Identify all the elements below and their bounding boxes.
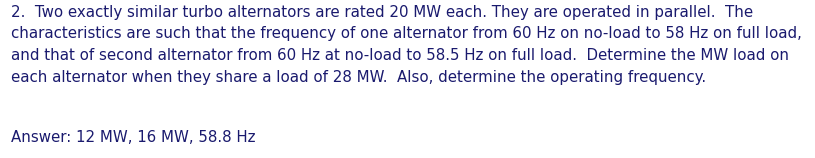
Text: Answer: 12 MW, 16 MW, 58.8 Hz: Answer: 12 MW, 16 MW, 58.8 Hz	[11, 130, 255, 145]
Text: 2.  Two exactly similar turbo alternators are rated 20 MW each. They are operate: 2. Two exactly similar turbo alternators…	[11, 5, 801, 85]
